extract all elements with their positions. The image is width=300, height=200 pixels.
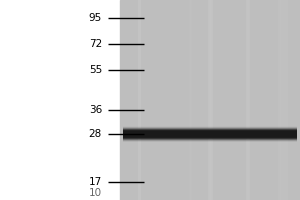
Text: 55: 55 [89,65,102,75]
Bar [120,0,300,200]
Text: 28: 28 [89,129,102,139]
Text: 95: 95 [89,13,102,23]
Text: 36: 36 [89,105,102,115]
Text: 17: 17 [89,177,102,187]
Text: 10: 10 [89,188,102,198]
Text: 72: 72 [89,39,102,49]
